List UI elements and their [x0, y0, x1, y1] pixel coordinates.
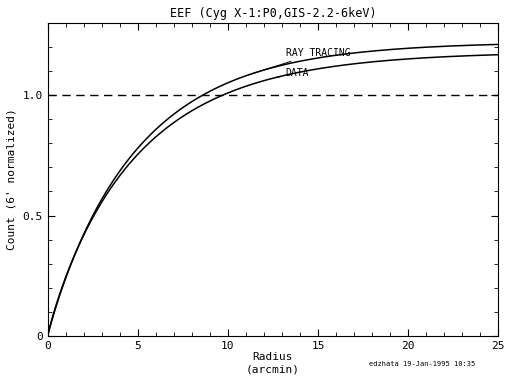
Text: RAY TRACING: RAY TRACING	[248, 48, 350, 75]
Y-axis label: Count (6' normalized): Count (6' normalized)	[7, 109, 17, 250]
Text: edzhata 19-Jan-1995 10:35: edzhata 19-Jan-1995 10:35	[369, 361, 475, 367]
Title: EEF (Cyg X-1:P0,GIS-2.2-6keV): EEF (Cyg X-1:P0,GIS-2.2-6keV)	[169, 7, 376, 20]
Text: DATA: DATA	[275, 68, 309, 78]
X-axis label: Radius
(arcmin): Radius (arcmin)	[246, 352, 300, 374]
